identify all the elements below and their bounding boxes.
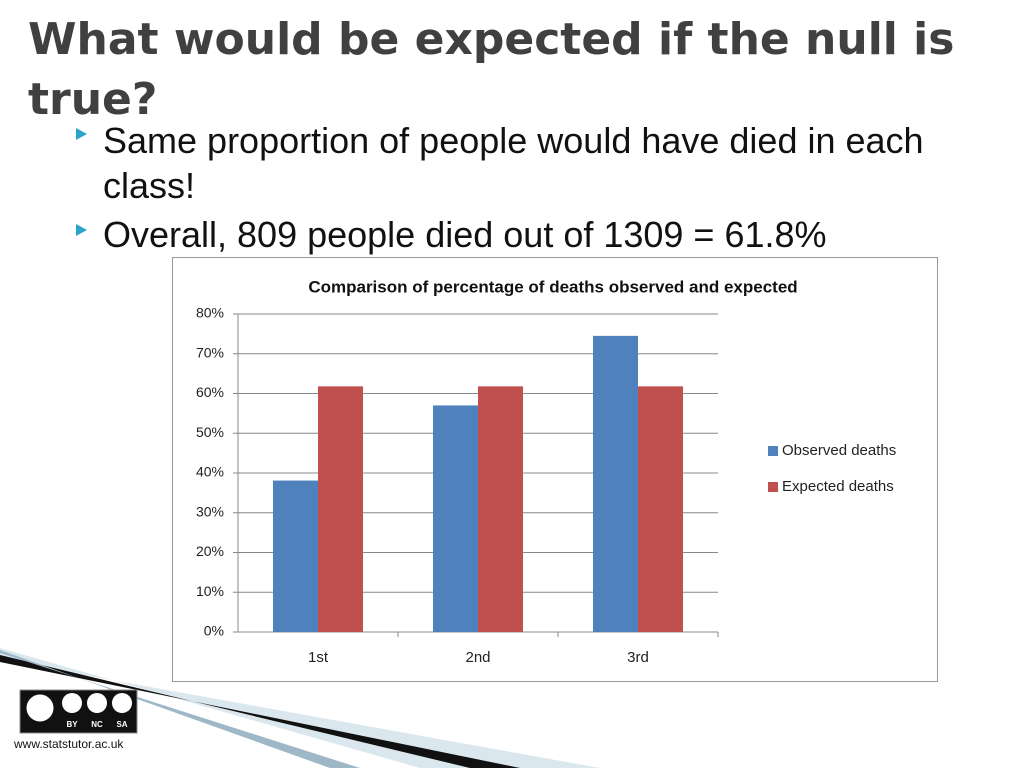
y-tick-label: 60%	[196, 384, 224, 400]
y-tick-label: 50%	[196, 424, 224, 440]
bar	[638, 386, 683, 632]
x-tick-label: 2nd	[465, 649, 490, 666]
bar	[478, 386, 523, 632]
bar	[433, 405, 478, 632]
slide-title: What would be expected if the null is tr…	[28, 14, 955, 125]
bullet-marker	[76, 224, 87, 236]
y-tick-label: 0%	[204, 623, 224, 639]
legend-label: Observed deaths	[782, 442, 896, 459]
bullet-text: Same proportion of people would have die…	[103, 120, 924, 206]
x-tick-label: 1st	[308, 649, 329, 666]
license-label: NC	[91, 720, 103, 729]
chart: Comparison of percentage of deaths obser…	[172, 257, 938, 682]
license-label: BY	[66, 720, 78, 729]
y-tick-label: 80%	[196, 305, 224, 321]
chart-title: Comparison of percentage of deaths obser…	[308, 277, 797, 296]
bar	[318, 386, 363, 632]
y-tick-label: 20%	[196, 543, 224, 559]
y-tick-label: 70%	[196, 344, 224, 360]
y-tick-label: 10%	[196, 583, 224, 599]
y-tick-label: 30%	[196, 503, 224, 519]
legend-swatch	[768, 446, 778, 456]
bar	[273, 480, 318, 632]
nc-icon	[87, 693, 107, 713]
bullet-marker	[76, 128, 87, 140]
legend-swatch	[768, 482, 778, 492]
y-tick-label: 40%	[196, 464, 224, 480]
x-tick-label: 3rd	[627, 649, 649, 666]
bar	[593, 335, 638, 632]
license-label: SA	[116, 720, 127, 729]
footer-url: www.statstutor.ac.uk	[13, 737, 124, 751]
cc-icon	[23, 691, 57, 725]
legend-label: Expected deaths	[782, 478, 894, 495]
footer: BY NC SA www.statstutor.ac.uk	[13, 689, 138, 751]
by-icon	[62, 693, 82, 713]
sa-icon	[112, 693, 132, 713]
bullet-text: Overall, 809 people died out of 1309 = 6…	[103, 214, 827, 255]
